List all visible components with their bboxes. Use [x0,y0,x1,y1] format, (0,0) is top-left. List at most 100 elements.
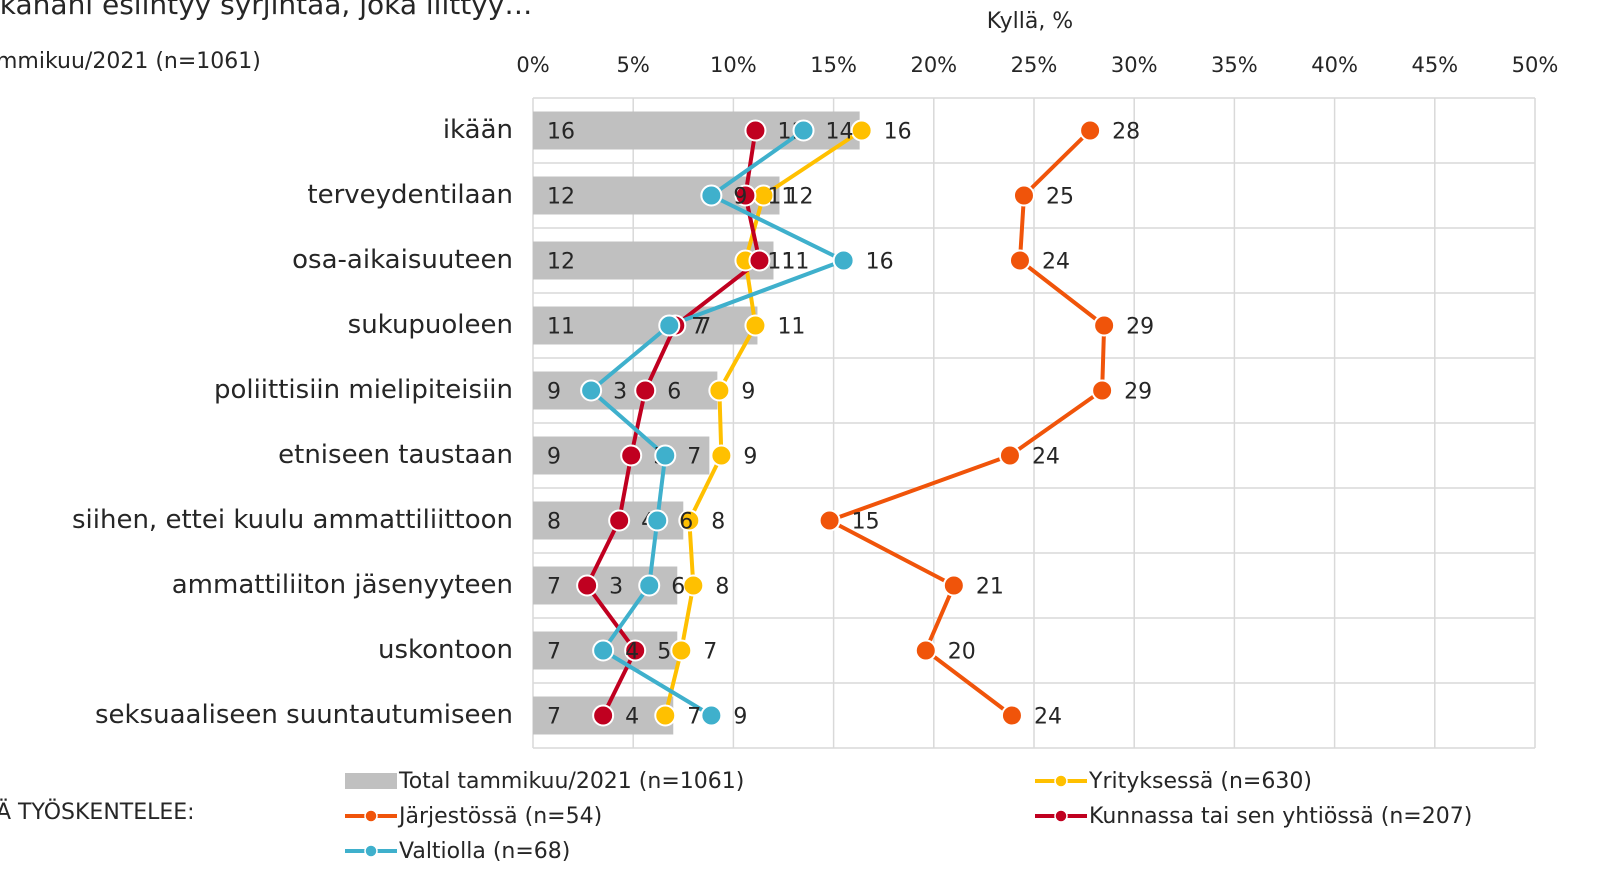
data-point [658,314,681,337]
data-point [708,379,731,402]
data-label: 9 [547,380,561,405]
category-label: terveydentilaan [307,180,513,210]
data-label: 24 [1032,445,1060,470]
x-tick-label: 5% [617,53,650,77]
data-label: 9 [733,185,747,210]
data-label: 5 [657,640,671,665]
data-point [620,444,643,467]
data-label: 8 [715,575,729,600]
data-label: 4 [625,705,639,730]
data-point [710,444,733,467]
data-point [998,444,1021,467]
data-label: 7 [691,315,705,340]
data-point [792,119,815,142]
series-line [584,130,762,717]
legend-label: Yrityksessä (n=630) [1088,769,1312,794]
data-label: 9 [547,445,561,470]
bar [533,241,774,280]
data-point [734,184,757,207]
data-point [850,119,873,142]
data-label: 8 [711,510,725,535]
data-point [744,314,767,337]
x-tick-label: 15% [810,53,857,77]
chart-title: ikanani esiintyy syrjintää, joka liittyy… [0,0,532,21]
data-point [1091,379,1114,402]
data-label: 28 [1112,120,1140,145]
data-label: 7 [703,640,717,665]
legend-swatch [1054,809,1068,823]
category-label: uskontoon [378,635,513,665]
data-point [700,704,723,727]
data-label: 7 [547,575,561,600]
data-label: 11 [547,315,575,340]
category-label: ikään [443,115,513,145]
legend-swatch [364,844,378,858]
data-point [942,574,965,597]
x-tick-label: 30% [1111,53,1158,77]
data-point [832,249,855,272]
data-point [818,509,841,532]
category-label: osa-aikaisuuteen [292,245,513,275]
data-point [634,379,657,402]
data-point [670,639,693,662]
data-point [682,574,705,597]
legend-swatch [1054,774,1068,788]
x-tick-label: 20% [910,53,957,77]
data-label: 12 [547,185,575,210]
legend-label: Total tammikuu/2021 (n=1061) [398,769,744,794]
data-label: 7 [547,705,561,730]
data-label: 3 [613,380,627,405]
category-label: sukupuoleen [348,310,513,340]
data-label: 24 [1042,250,1070,275]
x-tick-label: 25% [1011,53,1058,77]
data-point [744,119,767,142]
data-label: 24 [1034,705,1062,730]
data-label: 11 [777,315,805,340]
data-point [592,704,615,727]
data-point [580,379,603,402]
data-point [592,639,615,662]
data-point [654,704,677,727]
data-point [654,444,677,467]
legend-label: Kunnassa tai sen yhtiössä (n=207) [1089,804,1472,829]
series-line [588,128,849,718]
data-label: 6 [679,510,693,535]
data-label: 11 [767,185,795,210]
data-point [1093,314,1116,337]
data-label: 9 [733,705,747,730]
category-label: seksuaaliseen suuntautumiseen [95,700,513,730]
legend-title: Ä TYÖSKENTELEE: [0,799,195,825]
x-tick-label: 10% [710,53,757,77]
data-label: 21 [976,575,1004,600]
data-label: 7 [687,445,701,470]
data-label: 16 [547,120,575,145]
data-label: 14 [826,120,854,145]
bar [533,306,758,345]
data-label: 11 [767,250,795,275]
category-label: ammattiliiton jäsenyyteen [172,570,513,600]
legend-label: Järjestössä (n=54) [397,804,602,829]
data-point [1008,249,1031,272]
data-label: 7 [687,705,701,730]
legend-label: Valtiolla (n=68) [399,839,570,864]
legend-swatch [364,809,378,823]
x-tick-label: 50% [1512,53,1559,77]
data-label: 4 [625,640,639,665]
bar [533,371,718,410]
data-point [1079,119,1102,142]
data-point [678,509,701,532]
data-label: 12 [547,250,575,275]
data-point [748,249,771,272]
data-point [608,509,631,532]
data-point [914,639,937,662]
data-label: 11 [781,250,809,275]
x-tick-label: 40% [1311,53,1358,77]
data-label: 7 [547,640,561,665]
series-line [824,129,1107,718]
data-label: 16 [866,250,894,275]
data-label: 3 [609,575,623,600]
data-point [576,574,599,597]
data-point [624,639,647,662]
data-label: 9 [743,445,757,470]
